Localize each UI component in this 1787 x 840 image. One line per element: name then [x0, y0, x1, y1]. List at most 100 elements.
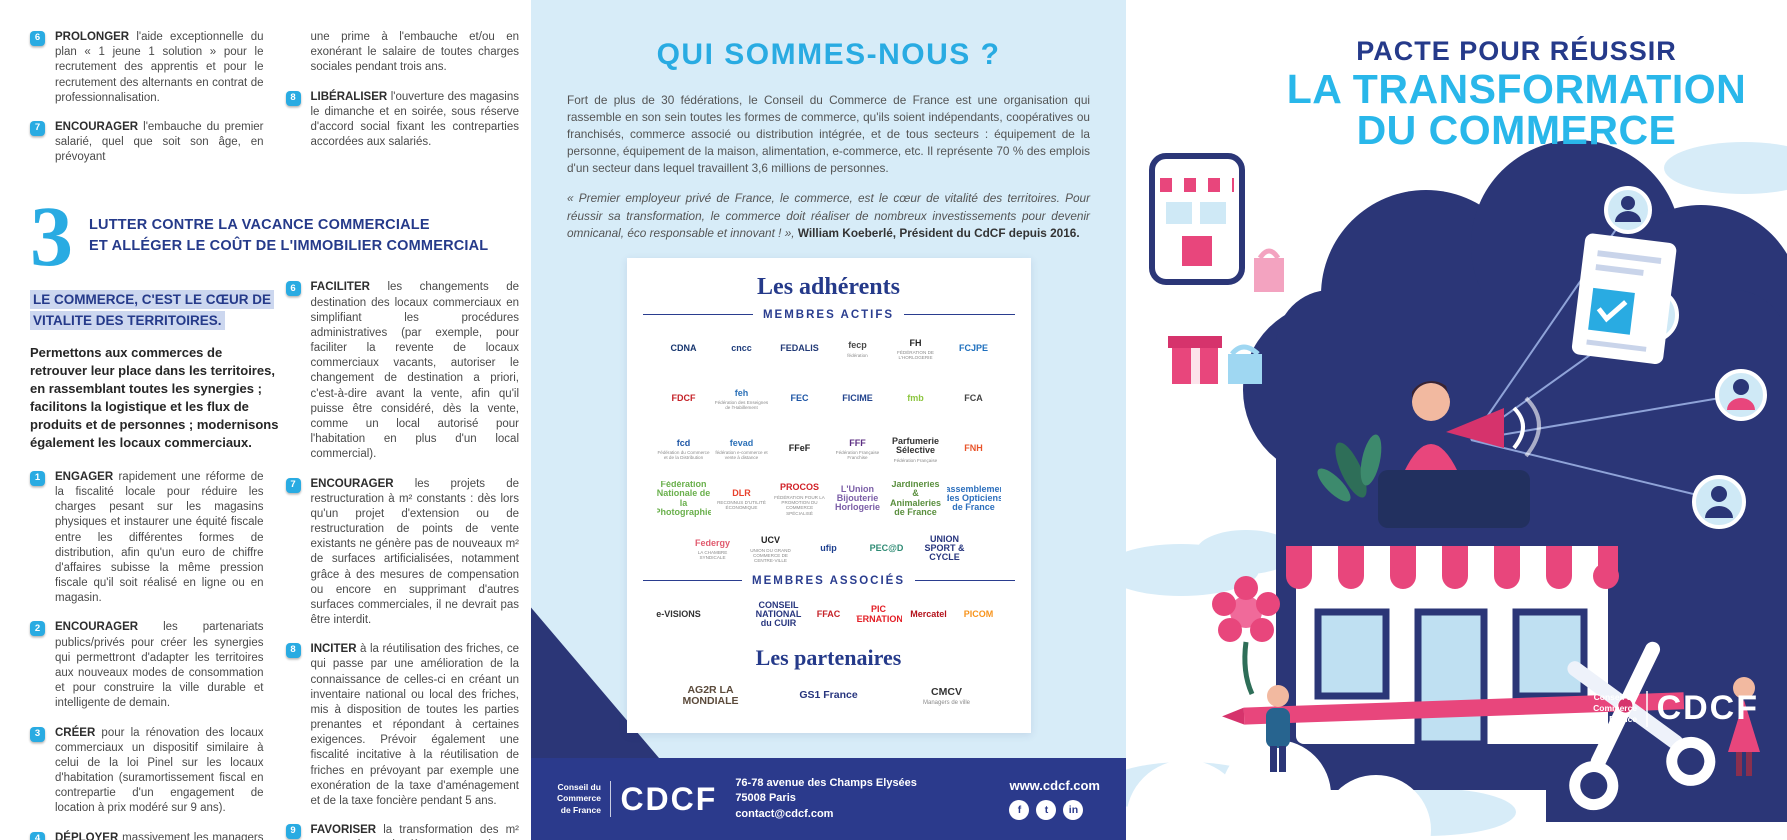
item-number-badge: 2 — [30, 621, 45, 637]
brand-line: Commerce — [557, 793, 601, 804]
item-text: les partenariats publics/privés pour cré… — [55, 621, 264, 710]
member-logo-label: e-VISIONS — [656, 609, 701, 620]
item-keyword: DÉPLOYER — [55, 831, 119, 840]
brand-divider — [609, 781, 612, 817]
balcony — [1378, 470, 1530, 528]
member-logo: CONSEIL NATIONAL du CUIR — [756, 597, 802, 635]
member-logo-label: UNION SPORT & CYCLE — [924, 533, 965, 563]
quote-attribution: William Koeberlé, Président du CdCF depu… — [797, 225, 1080, 240]
document-icon — [1571, 233, 1677, 364]
partner-logo: AG2R LA MONDIALE — [659, 679, 763, 715]
member-logo-label: cncc — [731, 343, 752, 354]
item-text: les projets de restructuration à m² cons… — [310, 477, 520, 627]
member-logo-sub: Fédération Française Franchise — [835, 450, 880, 461]
linkedin-icon[interactable]: in — [1063, 800, 1084, 820]
member-logo-label: DLR — [732, 487, 751, 498]
member-logo: e-VISIONS — [656, 597, 702, 635]
storefront — [1286, 546, 1619, 748]
member-logo: UCV UNION DU GRAND COMMERCE DE CENTRE-VI… — [744, 531, 798, 569]
member-logo: PEC@D — [860, 531, 914, 569]
item-number-badge: 1 — [30, 470, 45, 486]
member-logo: Rassemblement des Opticiens de France — [947, 481, 1001, 519]
brand-line: Commerce — [1593, 702, 1638, 713]
member-logo: FH FÉDÉRATION DE L'HORLOGERIE — [889, 331, 943, 369]
action-item: 4 DÉPLOYER massivement les managers de c… — [30, 831, 264, 840]
action-item: 6 FACILITER les changements de destinati… — [285, 280, 519, 462]
member-logo: FCA — [947, 381, 1001, 419]
brand-divider — [1646, 690, 1648, 727]
member-logo-label: CDNA — [670, 343, 697, 354]
item-text: l'aide exceptionnelle du plan « 1 jeune … — [55, 31, 264, 104]
item-keyword: PROLONGER — [55, 31, 130, 43]
middle-content: QUI SOMMES-NOUS ? Fort de plus de 30 féd… — [531, 0, 1126, 733]
member-logo: DLR RECONNUS D'UTILITÉ ÉCONOMIQUE — [715, 481, 769, 519]
partner-logo-sub: Managers de ville — [922, 699, 971, 706]
member-logo: PIC INTERNATIONAL — [856, 597, 902, 635]
middle-panel: QUI SOMMES-NOUS ? Fort de plus de 30 féd… — [531, 0, 1126, 840]
brand-acronym: CDCF — [620, 780, 718, 817]
contact-email[interactable]: contact@cdcf.com — [735, 807, 834, 820]
member-logo-sub: fédération e-commerce et vente à distanc… — [715, 450, 768, 461]
member-logo: ufip — [802, 531, 856, 569]
action-item: 2 ENCOURAGER les partenariats publics/pr… — [30, 620, 264, 711]
member-logo-label: Mercatel — [910, 609, 947, 620]
twitter-icon[interactable]: t — [1036, 800, 1057, 820]
plant-leaves — [1317, 434, 1382, 502]
item-continuation-text: une prime à l'embauche et/ou en exonéran… — [310, 31, 520, 74]
item-text: l'ouverture des magasins le dimanche et … — [310, 90, 520, 149]
member-logo: FICIME — [831, 381, 885, 419]
storefront-awning — [1286, 546, 1619, 589]
item-keyword: ENCOURAGER — [55, 621, 139, 634]
member-logo-label: Federgy — [694, 537, 730, 548]
item-number-badge: 3 — [30, 726, 45, 742]
member-logo: fevad fédération e-commerce et vente à d… — [715, 431, 769, 469]
item-number-badge: 4 — [30, 831, 45, 840]
member-logo-label: FCA — [964, 393, 983, 404]
item-keyword: LIBÉRALISER — [310, 90, 388, 103]
member-logo-label: CONSEIL NATIONAL du CUIR — [755, 599, 802, 629]
facebook-icon[interactable]: f — [1009, 800, 1030, 820]
address-city: 75008 Paris — [735, 792, 796, 805]
who-are-we-heading: QUI SOMMES-NOUS ? — [656, 38, 1001, 71]
action-item: 8 INCITER à la réutilisation des friches… — [285, 642, 519, 809]
section-title: LUTTER CONTRE LA VACANCE COMMERCIALE ET … — [89, 215, 488, 256]
member-logo: FEC — [773, 381, 827, 419]
member-logo: PICOM — [956, 597, 1002, 635]
member-logo-label: PROCOS — [779, 482, 819, 493]
member-logo-sub: fédération — [847, 352, 868, 358]
section-number: 3 — [30, 188, 73, 285]
website-link[interactable]: www.cdcf.com — [1009, 778, 1100, 793]
member-logo-sub: Fédération Française — [893, 457, 938, 463]
brand-line: de France — [560, 804, 601, 815]
item-number-badge: 8 — [285, 643, 301, 659]
shop-window — [1512, 608, 1588, 700]
associate-members-logos: e-VISIONS CONSEIL NATIONAL du CUIR — [643, 597, 1015, 635]
member-logo-sub: RECONNUS D'UTILITÉ ÉCONOMIQUE — [717, 500, 766, 511]
item-number-badge: 6 — [285, 281, 301, 297]
member-logo: PROCOS FÉDÉRATION POUR LA PROMOTION DU C… — [773, 481, 827, 519]
member-logo-label: FFAC — [816, 609, 841, 620]
action-item: 8 LIBÉRALISER l'ouverture des magasins l… — [285, 90, 520, 151]
partners-logos: AG2R LA MONDIALE GS1 France CMCV Manager… — [643, 679, 1015, 715]
partner-logo-label: CMCV — [931, 685, 962, 698]
avatar-circle — [1715, 369, 1767, 421]
member-logo: Parfumerie Sélective Fédération Français… — [889, 431, 943, 469]
member-logo-label: FEDALIS — [780, 343, 819, 354]
member-logo: L'Union Bijouterie Horlogerie — [831, 481, 885, 519]
scissors-icon — [1567, 641, 1716, 811]
member-logo: cncc — [715, 331, 769, 369]
avatar-circle — [1604, 186, 1652, 234]
cloud-cutouts — [1126, 740, 1431, 840]
mobile-shop-icon — [1149, 153, 1245, 285]
member-logo: FCJPE — [947, 331, 1001, 369]
section-title-line2: ET ALLÉGER LE COÛT DE L'IMMOBILIER COMME… — [89, 237, 489, 254]
section-3-items-left: 1 ENGAGER rapidement une réforme de la f… — [30, 470, 264, 840]
item-text: rapidement une réforme de la fiscalité l… — [55, 470, 264, 605]
left-panel: 6 PROLONGER l'aide exceptionnelle du pla… — [0, 0, 531, 840]
address-street: 76-78 avenue des Champs Elysées — [735, 776, 917, 789]
active-members-divider: MEMBRES ACTIFS — [643, 309, 1015, 321]
member-logo-sub: UNION DU GRAND COMMERCE DE CENTRE-VILLE — [750, 547, 791, 564]
item-text: massivement les managers de centre-ville… — [122, 831, 264, 840]
item-keyword: FACILITER — [310, 281, 370, 294]
